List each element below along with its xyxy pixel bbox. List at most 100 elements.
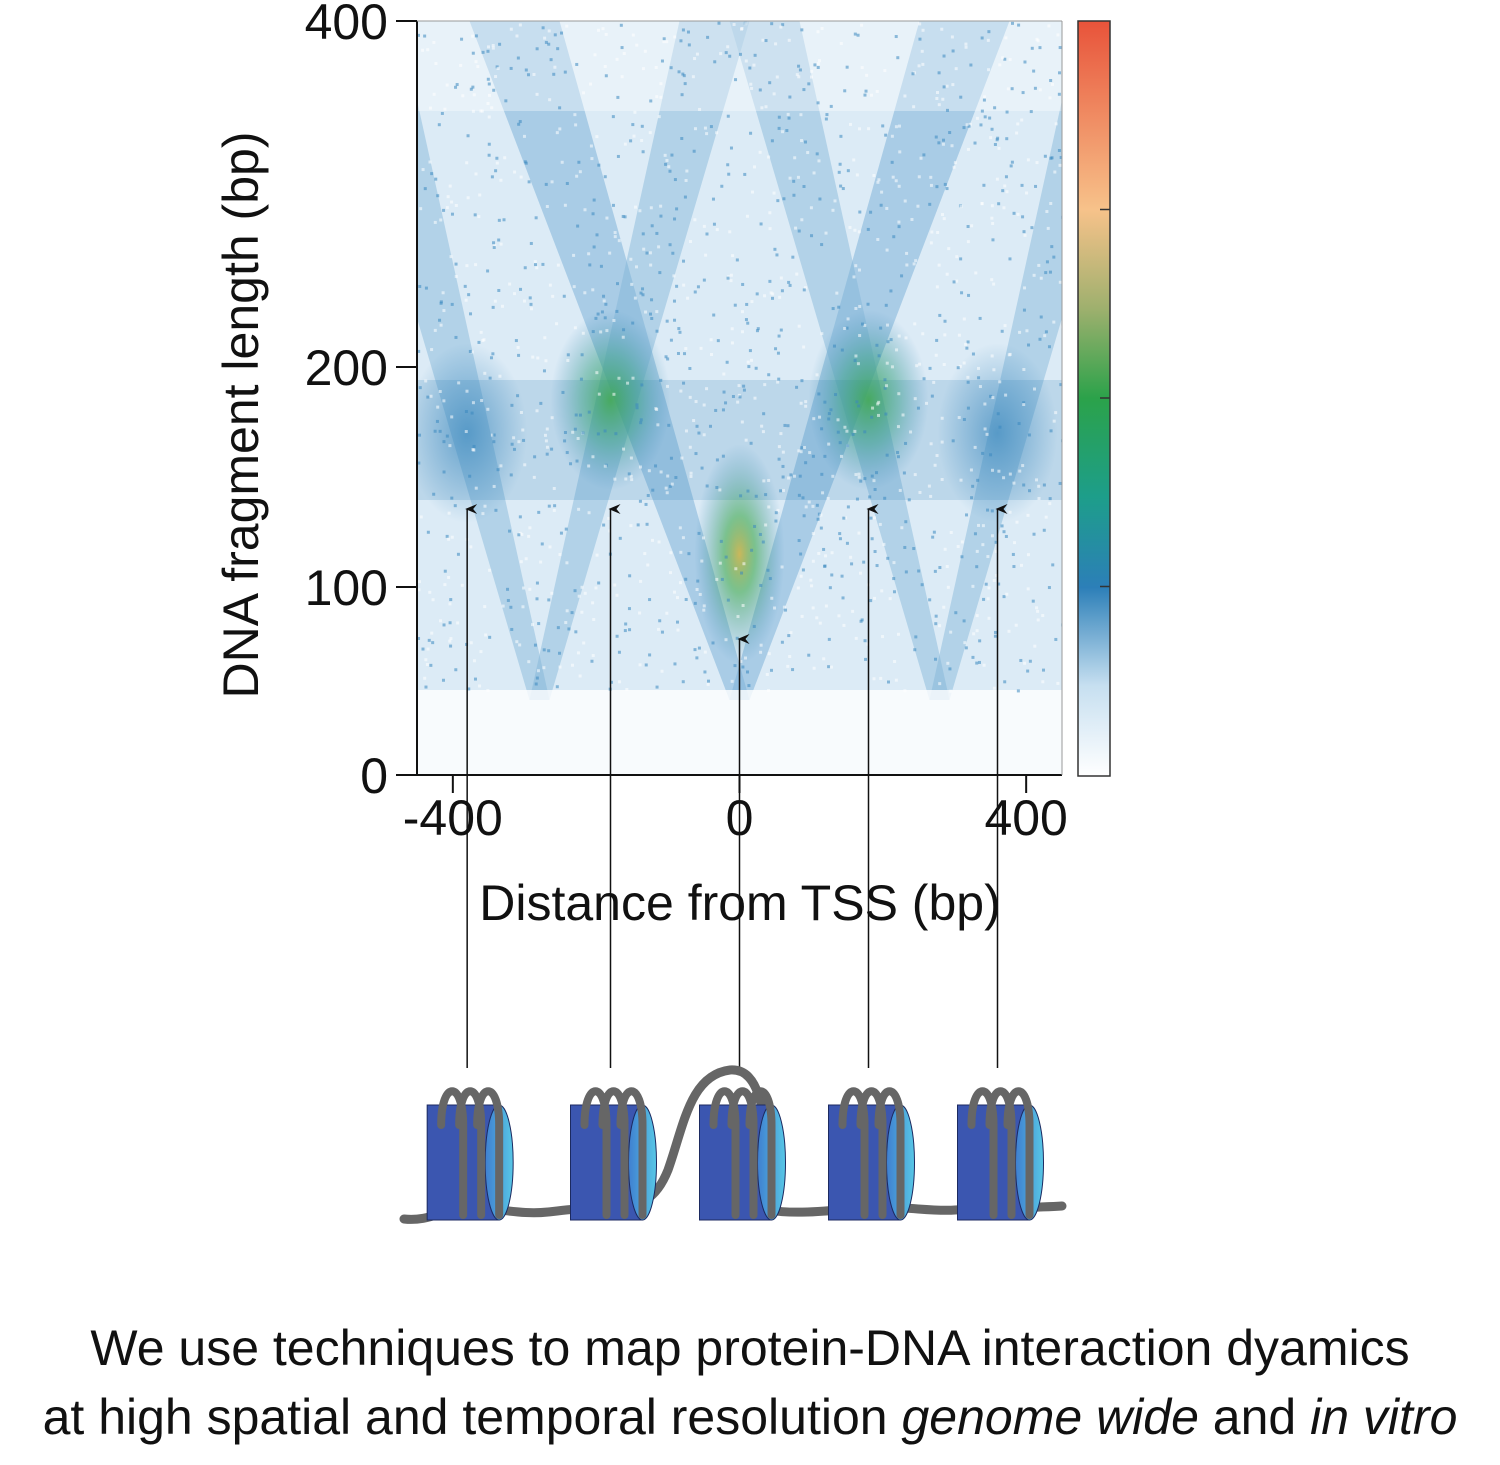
speckle: [827, 442, 831, 446]
caption-line-1: We use techniques to map protein-DNA int…: [0, 1318, 1500, 1378]
speckle: [638, 499, 642, 503]
speckle: [582, 641, 586, 645]
speckle: [828, 586, 832, 590]
speckle: [843, 326, 847, 330]
speckle: [576, 224, 580, 228]
speckle: [1058, 280, 1062, 284]
speckle: [951, 83, 955, 87]
speckle: [1025, 191, 1029, 195]
speckle: [769, 668, 773, 672]
speckle: [883, 386, 887, 390]
speckle: [857, 472, 861, 476]
speckle: [659, 95, 663, 99]
speckle: [1008, 257, 1012, 261]
speckle: [595, 553, 599, 557]
speckle: [529, 241, 533, 245]
speckle: [491, 352, 495, 356]
speckle: [471, 85, 475, 89]
speckle: [1022, 368, 1026, 372]
speckle: [571, 430, 575, 434]
speckle: [839, 184, 843, 188]
speckle: [870, 537, 874, 541]
speckle: [448, 621, 452, 625]
speckle: [997, 146, 1001, 150]
speckle: [655, 95, 659, 99]
speckle: [1043, 154, 1047, 158]
speckle: [856, 33, 860, 37]
speckle: [845, 65, 849, 69]
speckle: [545, 452, 549, 456]
speckle: [680, 456, 684, 460]
speckle: [638, 663, 642, 667]
speckle: [846, 444, 850, 448]
speckle: [875, 343, 879, 347]
speckle: [970, 224, 974, 228]
speckle: [424, 379, 428, 383]
speckle: [809, 206, 813, 210]
speckle: [735, 258, 739, 262]
speckle: [750, 300, 754, 304]
speckle: [555, 322, 559, 326]
speckle: [983, 115, 987, 119]
speckle: [543, 433, 547, 437]
speckle: [1038, 337, 1042, 341]
speckle: [519, 287, 523, 291]
speckle: [442, 623, 446, 627]
speckle: [433, 429, 437, 433]
speckle: [746, 321, 750, 325]
speckle: [997, 202, 1001, 206]
speckle: [873, 550, 877, 554]
speckle: [838, 537, 842, 541]
speckle: [1002, 595, 1006, 599]
speckle: [971, 352, 975, 356]
speckle: [779, 25, 783, 29]
speckle: [688, 445, 692, 449]
speckle: [869, 599, 873, 603]
speckle: [920, 583, 924, 587]
speckle: [555, 131, 559, 135]
speckle: [673, 590, 677, 594]
speckle: [941, 97, 945, 101]
speckle: [779, 276, 783, 280]
speckle: [434, 177, 438, 181]
speckle: [951, 49, 955, 53]
speckle: [883, 378, 887, 382]
speckle: [467, 293, 471, 297]
speckle: [782, 197, 786, 201]
speckle: [904, 336, 908, 340]
speckle: [488, 376, 492, 380]
speckle: [596, 432, 600, 436]
speckle: [506, 598, 510, 602]
speckle: [830, 573, 834, 577]
speckle: [799, 574, 803, 578]
speckle: [800, 379, 804, 383]
speckle: [910, 217, 914, 221]
speckle: [996, 136, 1000, 140]
speckle: [1054, 637, 1058, 641]
speckle: [1010, 21, 1014, 25]
speckle: [655, 407, 659, 411]
speckle: [705, 484, 709, 488]
speckle: [788, 655, 792, 659]
speckle: [753, 396, 757, 400]
speckle: [715, 131, 719, 135]
speckle: [796, 175, 800, 179]
speckle: [952, 165, 956, 169]
speckle: [879, 676, 883, 680]
speckle: [739, 494, 743, 498]
speckle: [580, 610, 584, 614]
speckle: [657, 540, 661, 544]
speckle: [468, 474, 472, 478]
speckle: [449, 637, 453, 641]
speckle: [428, 160, 432, 164]
speckle: [902, 471, 906, 475]
speckle: [697, 431, 701, 435]
speckle: [708, 424, 712, 428]
speckle: [678, 526, 682, 530]
speckle: [1003, 184, 1007, 188]
speckle: [959, 205, 963, 209]
speckle: [844, 516, 848, 520]
speckle: [581, 331, 585, 335]
speckle: [767, 505, 771, 509]
speckle: [673, 318, 677, 322]
